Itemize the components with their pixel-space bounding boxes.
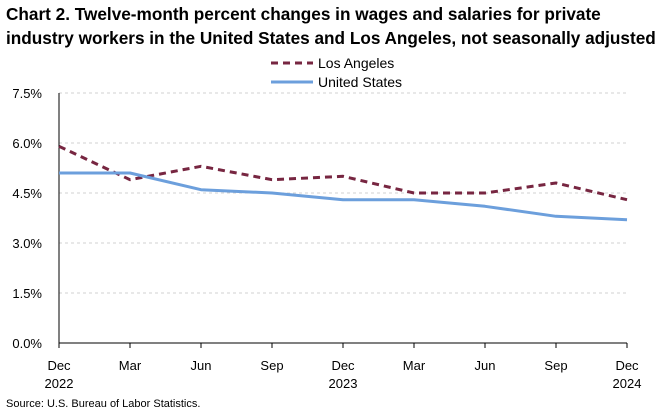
x-tick-label-3: Sep (260, 358, 283, 373)
y-tick-label-4: 6.0% (12, 136, 42, 151)
data-point-los-angeles-0 (58, 145, 61, 148)
x-tick-label-0: Dec (47, 358, 71, 373)
series-line-los-angeles (58, 144, 628, 202)
x-tick-label-2: Jun (191, 358, 212, 373)
data-point-los-angeles-1 (129, 178, 132, 181)
y-tick-label-0: 0.0% (12, 336, 42, 351)
data-point-united-states-2 (200, 188, 203, 191)
data-point-united-states-1 (129, 172, 132, 175)
data-point-united-states-5 (413, 198, 416, 201)
legend-label-united-states: United States (318, 74, 402, 90)
data-point-united-states-3 (271, 192, 274, 195)
legend: Los Angeles United States (271, 55, 402, 90)
x-tick-label-6: Jun (475, 358, 496, 373)
x-tick-label-7: Sep (544, 358, 567, 373)
series-lines (58, 144, 629, 222)
y-tick-label-1: 1.5% (12, 286, 42, 301)
x-tick-label-1: Mar (119, 358, 142, 373)
chart-title-line-1: Chart 2. Twelve-month percent changes in… (6, 4, 601, 24)
x-tick-label-5: Mar (403, 358, 426, 373)
y-tick-label-5: 7.5% (12, 86, 42, 101)
x-year-label-8: 2024 (613, 376, 642, 391)
chart-title-line-2: industry workers in the United States an… (6, 28, 656, 48)
data-point-los-angeles-4 (342, 175, 345, 178)
chart-title: Chart 2. Twelve-month percent changes in… (6, 2, 664, 50)
data-point-united-states-7 (555, 215, 558, 218)
data-point-los-angeles-3 (271, 178, 274, 181)
data-point-los-angeles-2 (200, 165, 203, 168)
gridlines (59, 92, 627, 294)
data-point-los-angeles-5 (413, 192, 416, 195)
x-tick-label-8: Dec (615, 358, 639, 373)
x-axis-tick-labels: Dec 2022 Mar Jun Sep Dec 2023 Mar Jun Sep Dec 2024 (45, 358, 642, 391)
data-point-united-states-4 (342, 198, 345, 201)
x-year-label-4: 2023 (329, 376, 358, 391)
data-point-united-states-6 (484, 205, 487, 208)
data-point-los-angeles-8 (626, 198, 629, 201)
legend-label-los-angeles: Los Angeles (318, 55, 394, 71)
y-tick-label-2: 3.0% (12, 236, 42, 251)
data-point-united-states-8 (626, 218, 629, 221)
data-point-los-angeles-6 (484, 192, 487, 195)
data-point-united-states-0 (58, 172, 61, 175)
y-axis-tick-labels: 0.0% 1.5% 3.0% 4.5% 6.0% 7.5% (12, 86, 42, 351)
x-year-label-0: 2022 (45, 376, 74, 391)
series-line-united-states (59, 171, 628, 222)
source-note: Source: U.S. Bureau of Labor Statistics. (6, 398, 201, 410)
y-tick-label-3: 4.5% (12, 186, 42, 201)
axes (58, 93, 628, 348)
data-point-los-angeles-7 (555, 182, 558, 185)
x-tick-label-4: Dec (331, 358, 355, 373)
